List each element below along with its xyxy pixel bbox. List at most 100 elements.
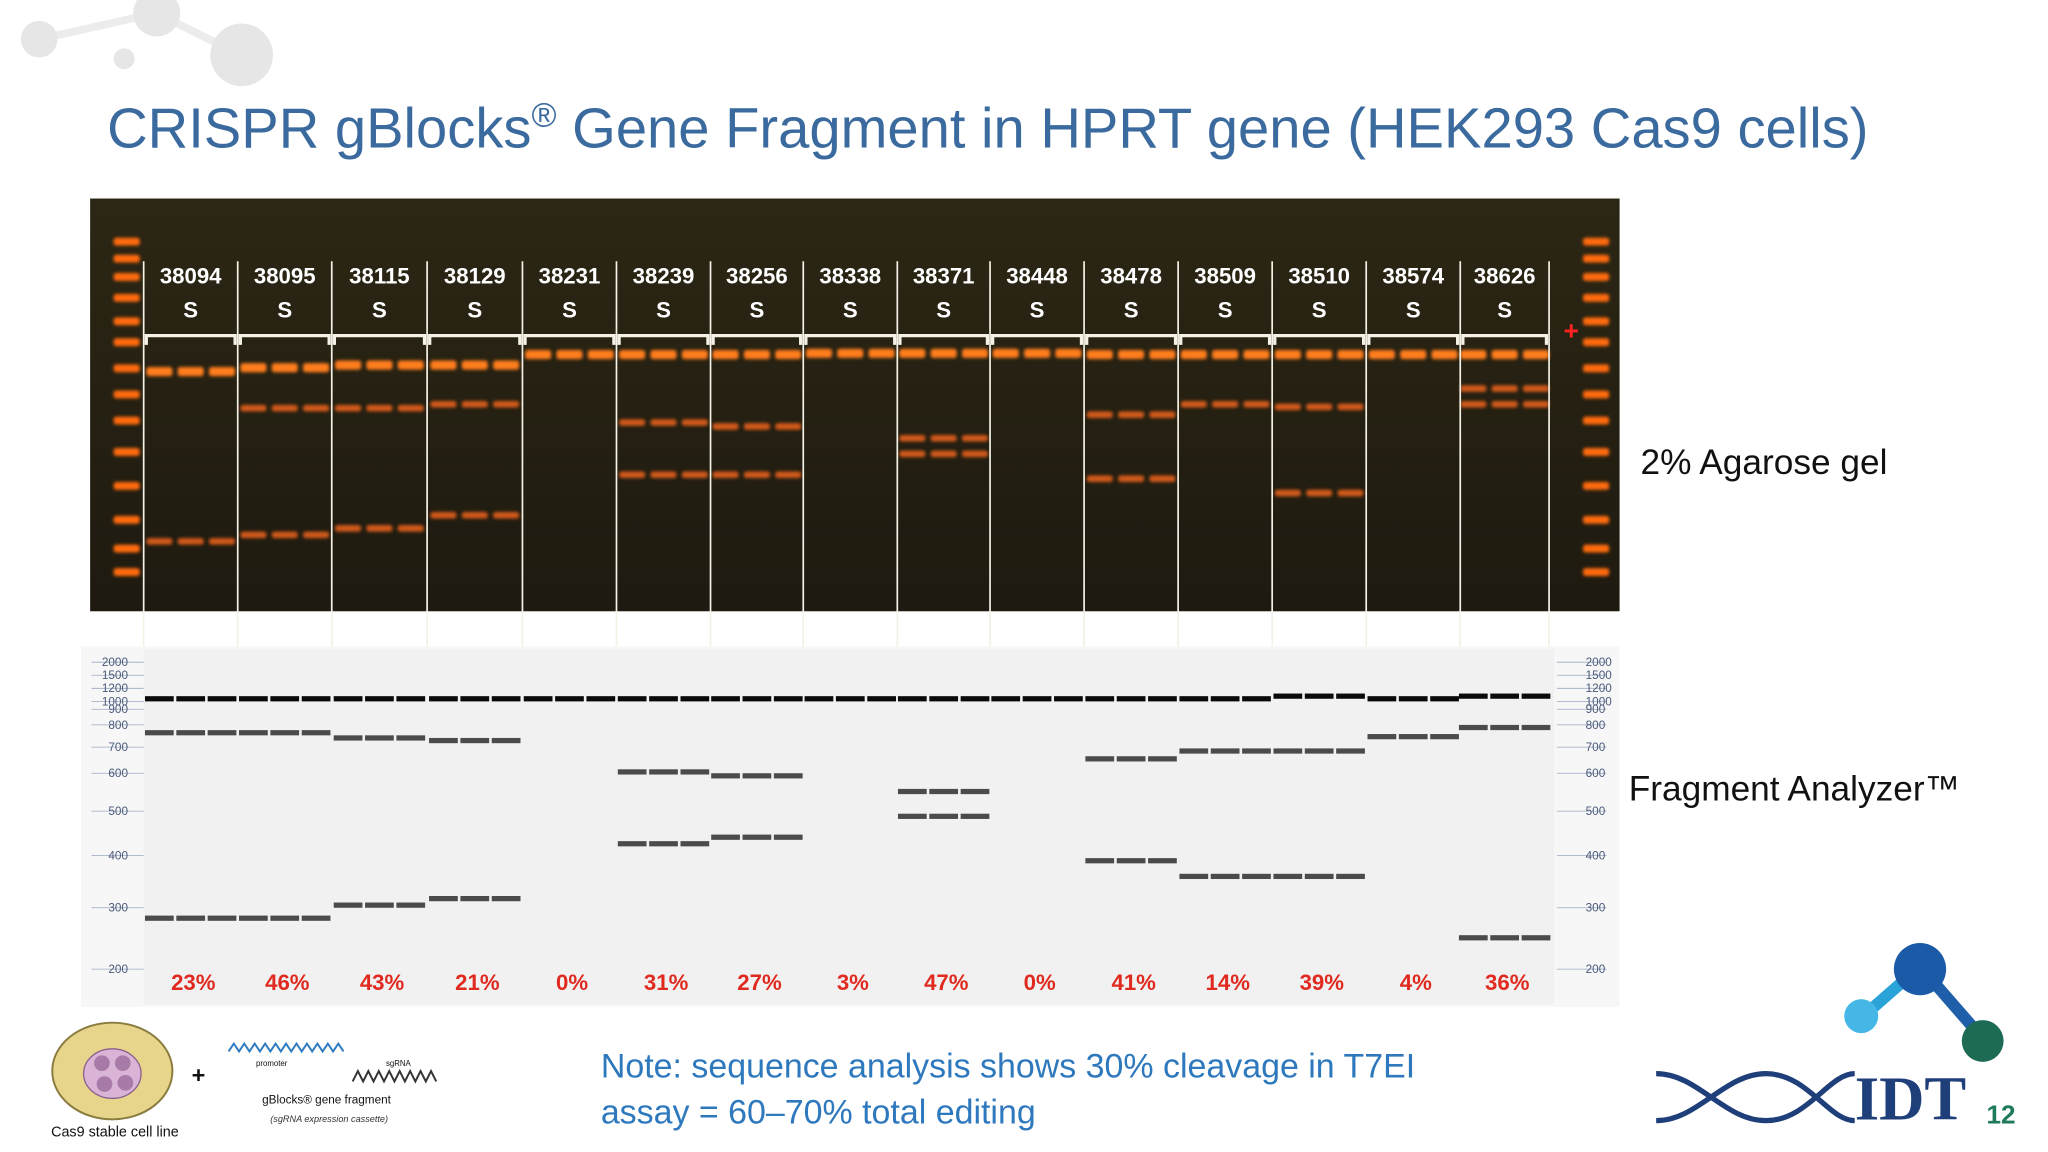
gel-band [240, 531, 267, 539]
fa-band [1430, 734, 1459, 740]
fa-band [429, 896, 458, 902]
fa-band [867, 696, 896, 702]
gel-band [525, 350, 552, 360]
fa-band [396, 902, 426, 908]
gel-band [1274, 350, 1301, 360]
fa-band [1521, 724, 1551, 731]
ladder-label: 1500 [102, 669, 129, 682]
cassette-label: (sgRNA expression cassette) [270, 1114, 388, 1124]
fa-bands [91, 661, 1607, 970]
gel-band [556, 350, 583, 360]
gel-band [1180, 400, 1207, 408]
fa-band [176, 915, 206, 921]
fa-band [742, 773, 772, 779]
gel-band [397, 360, 424, 370]
gel-band [1460, 350, 1487, 360]
gel-band [461, 400, 488, 408]
gel-band [430, 400, 457, 408]
fa-band [270, 696, 300, 702]
fa-band [396, 735, 426, 741]
gel-band [493, 360, 520, 370]
cleavage-label: 31% [644, 970, 689, 995]
gel-band [775, 423, 802, 430]
ladder-band [113, 272, 140, 281]
fa-band [897, 813, 927, 819]
fa-band [897, 696, 927, 702]
gel-band [899, 434, 926, 442]
ladder-band [113, 481, 140, 490]
fa-band [1148, 858, 1177, 864]
site-label: S [1406, 297, 1421, 322]
fa-band [270, 915, 300, 921]
gel-band [1460, 400, 1487, 408]
fa-band [1398, 696, 1428, 702]
sample-label: 38574 [1382, 263, 1444, 288]
gel-band [1055, 348, 1082, 358]
fa-band [1336, 693, 1365, 699]
gel-band [366, 404, 393, 412]
ladder-band [1583, 272, 1610, 281]
fa-band [301, 915, 331, 921]
ladder-label: 600 [108, 767, 128, 780]
ladder-band [1583, 544, 1610, 553]
cleavage-label: 4% [1400, 970, 1432, 995]
gel-band [930, 348, 957, 358]
cleavage-label: 0% [556, 970, 588, 995]
lane-bracket [523, 334, 616, 345]
fa-band [711, 773, 740, 779]
ladder-band [113, 338, 140, 347]
sgrna-label: sgRNA [386, 1059, 412, 1068]
fa-band [1367, 734, 1397, 740]
ladder-band [1583, 448, 1610, 456]
fa-band [1116, 858, 1146, 864]
gel-band [1243, 350, 1270, 360]
fragment-label: gBlocks® gene fragment [262, 1094, 392, 1107]
ladder-label: 500 [108, 805, 128, 818]
lane-bracket [898, 334, 990, 345]
fa-band [429, 696, 458, 702]
gel-band [805, 348, 832, 358]
ladder-band [113, 317, 140, 326]
cleavage-label: 43% [360, 970, 405, 995]
gel-band [1337, 403, 1364, 411]
fa-band [773, 696, 803, 702]
gel-band [712, 350, 739, 360]
labels: 38094 S 23% 38095 S 46% 38115 S 43% 38129 S 21% 3823… [102, 261, 1612, 995]
ladder-band [113, 568, 140, 576]
fa-band [1242, 696, 1271, 702]
lane-bracket [1179, 334, 1272, 345]
gel-band [837, 348, 864, 358]
positive-mark: + [1564, 316, 1579, 346]
gel-band [146, 538, 173, 545]
ladder-label: 1200 [1586, 682, 1613, 695]
fa-band [207, 730, 237, 736]
fa-band [1085, 756, 1115, 762]
gel-band [430, 360, 457, 370]
ladder-label: 700 [1586, 741, 1606, 754]
fa-band [680, 696, 710, 702]
fa-band [1304, 693, 1334, 699]
gel-band [1368, 350, 1395, 360]
ladder-label: 2000 [102, 656, 129, 669]
gel-band [303, 363, 330, 373]
title-mark: ® [532, 97, 557, 135]
gel-band [961, 434, 989, 442]
gel-band [1149, 411, 1176, 418]
lane-bracket [144, 334, 237, 345]
fa-band [1242, 873, 1271, 880]
page-number: 12 [1986, 1099, 2015, 1129]
ladder-label: 700 [108, 741, 128, 754]
fragment-analyzer-lanes [143, 649, 1555, 1005]
gel-band [1086, 350, 1113, 360]
gel-band [1306, 489, 1333, 497]
site-label: S [1124, 297, 1139, 322]
gel-band [1274, 489, 1301, 497]
ladder-label: 800 [1586, 719, 1606, 732]
fa-band [429, 737, 458, 744]
lane-bracket [1085, 334, 1178, 345]
sample-label: 38256 [726, 263, 788, 288]
gel-band [961, 348, 989, 358]
site-label: S [277, 297, 292, 322]
site-label: S [936, 297, 951, 322]
fa-band [742, 696, 772, 702]
